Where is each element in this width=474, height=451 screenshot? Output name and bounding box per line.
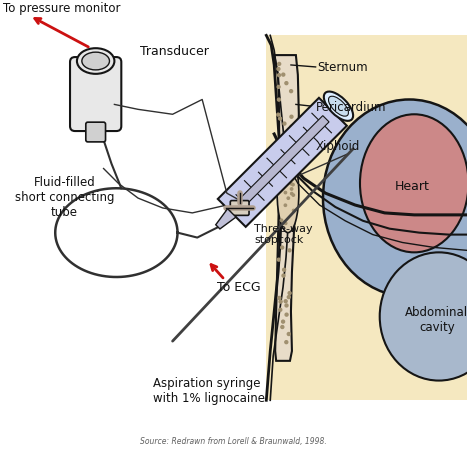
Circle shape (287, 198, 290, 200)
Circle shape (284, 192, 287, 194)
Circle shape (286, 225, 289, 228)
Text: Abdominal
cavity: Abdominal cavity (405, 306, 468, 334)
Circle shape (283, 222, 285, 224)
Circle shape (292, 210, 295, 212)
Text: Three-way
stopcock: Three-way stopcock (255, 223, 313, 245)
Polygon shape (218, 99, 347, 227)
Circle shape (285, 341, 288, 344)
Ellipse shape (82, 53, 109, 71)
Polygon shape (274, 56, 299, 361)
Text: Sternum: Sternum (318, 61, 368, 74)
Circle shape (281, 326, 284, 329)
Circle shape (279, 203, 283, 206)
Circle shape (277, 258, 280, 262)
Circle shape (280, 183, 283, 185)
Circle shape (290, 91, 292, 93)
Ellipse shape (380, 253, 474, 381)
Circle shape (288, 292, 291, 295)
Circle shape (284, 223, 287, 225)
Text: Pericardium: Pericardium (316, 101, 386, 114)
Circle shape (279, 118, 282, 121)
Text: Fluid-filled
short connecting
tube: Fluid-filled short connecting tube (15, 176, 114, 219)
Circle shape (290, 183, 292, 185)
Circle shape (277, 114, 280, 117)
Text: Heart: Heart (395, 179, 430, 193)
Circle shape (291, 193, 293, 195)
Circle shape (281, 194, 283, 198)
Circle shape (282, 321, 284, 323)
Circle shape (287, 296, 290, 299)
Circle shape (282, 275, 285, 277)
Circle shape (288, 249, 291, 252)
Circle shape (284, 205, 287, 207)
Circle shape (291, 189, 293, 191)
Circle shape (283, 269, 285, 272)
FancyBboxPatch shape (70, 58, 121, 132)
Circle shape (284, 300, 287, 303)
Circle shape (283, 123, 286, 126)
Circle shape (285, 146, 288, 148)
Circle shape (286, 139, 289, 143)
Polygon shape (228, 116, 329, 216)
Circle shape (277, 68, 280, 71)
Circle shape (287, 333, 290, 336)
Ellipse shape (360, 115, 468, 253)
Circle shape (280, 159, 283, 162)
Circle shape (280, 220, 283, 222)
FancyBboxPatch shape (230, 201, 249, 216)
Circle shape (281, 200, 284, 202)
Circle shape (292, 184, 294, 186)
Circle shape (278, 74, 281, 78)
Ellipse shape (328, 97, 348, 117)
Circle shape (282, 74, 285, 77)
Circle shape (278, 208, 281, 212)
Circle shape (277, 86, 280, 89)
Circle shape (281, 247, 283, 249)
Ellipse shape (323, 100, 474, 297)
Circle shape (285, 304, 288, 307)
Text: Xiphoid: Xiphoid (316, 140, 360, 153)
Text: Aspiration syringe
with 1% lignocaine: Aspiration syringe with 1% lignocaine (153, 376, 265, 404)
Circle shape (290, 116, 293, 119)
Text: To ECG: To ECG (217, 281, 261, 294)
Circle shape (292, 194, 294, 197)
Circle shape (290, 126, 293, 129)
Circle shape (287, 178, 290, 181)
Ellipse shape (277, 154, 299, 233)
Circle shape (285, 83, 288, 85)
Text: Transducer: Transducer (140, 45, 209, 58)
Ellipse shape (324, 92, 353, 122)
Circle shape (278, 297, 281, 300)
Circle shape (279, 300, 282, 304)
Text: Source: Redrawn from Lorell & Braunwald, 1998.: Source: Redrawn from Lorell & Braunwald,… (140, 436, 327, 445)
Circle shape (285, 313, 288, 317)
Circle shape (278, 63, 281, 66)
Text: To pressure monitor: To pressure monitor (3, 2, 120, 15)
Polygon shape (216, 209, 236, 230)
Circle shape (282, 178, 284, 180)
Circle shape (281, 201, 284, 204)
Circle shape (277, 99, 281, 102)
FancyBboxPatch shape (86, 123, 106, 143)
Circle shape (279, 308, 282, 312)
Circle shape (285, 175, 288, 177)
Ellipse shape (77, 49, 114, 75)
Polygon shape (266, 36, 467, 400)
